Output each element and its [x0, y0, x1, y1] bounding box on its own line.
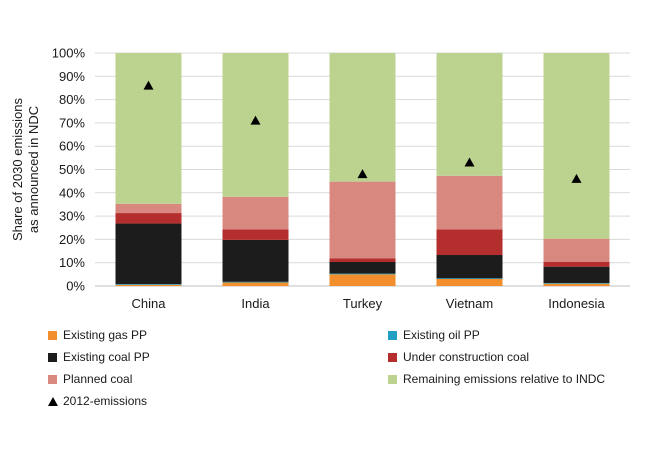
legend-item: Existing gas PP: [48, 328, 147, 342]
y-tick-labels: 0% 10% 20% 30% 40% 50% 60% 70% 80% 90% 100%: [52, 46, 86, 294]
y-tick-label: 10%: [59, 255, 85, 270]
legend-label: Existing gas PP: [63, 328, 148, 342]
bar-segment: [543, 262, 610, 267]
bar-segment: [115, 213, 182, 224]
legend-label: Under construction coal: [403, 350, 530, 364]
legend-swatch: [48, 374, 57, 384]
legend-item: Remaining emissions relative to INDC: [388, 372, 605, 386]
y-tick-label: 0%: [66, 279, 85, 294]
legend-swatch: [388, 374, 397, 384]
y-tick-label: 70%: [59, 115, 85, 130]
bar-segment: [543, 53, 610, 239]
x-tick-label: Vietnam: [446, 296, 493, 311]
y-tick-label: 100%: [52, 46, 86, 61]
emission-marker: [143, 80, 154, 90]
legend-item: Existing oil PP: [388, 328, 480, 342]
y-tick-label: 90%: [59, 69, 85, 84]
legend-item: 2012-emissions: [48, 394, 147, 408]
triangle-icon: [48, 396, 58, 406]
y-tick-label: 20%: [59, 232, 85, 247]
bar-segment: [222, 281, 289, 283]
bar-segment: [436, 278, 503, 280]
bar-segment: [222, 196, 289, 230]
bar-segment: [329, 274, 396, 286]
y-tick-label: 40%: [59, 185, 85, 200]
bar-segment: [115, 284, 182, 285]
legend-label: Remaining emissions relative to INDC: [403, 372, 606, 386]
bar-segment: [222, 229, 289, 240]
emission-marker: [571, 173, 582, 183]
emission-markers: [143, 80, 582, 183]
bar-segment: [436, 53, 503, 176]
emission-marker: [464, 157, 475, 167]
bar-segment: [436, 175, 503, 230]
x-tick-labels: China India Turkey Vietnam Indonesia: [132, 296, 606, 311]
x-tick-label: India: [241, 296, 270, 311]
bar-segment: [543, 266, 610, 283]
bar-segment: [222, 239, 289, 282]
legend-swatch: [388, 330, 397, 340]
bar-segment: [543, 283, 610, 286]
bar-segment: [115, 203, 182, 214]
legend-label: 2012-emissions: [63, 394, 148, 408]
legend-label: Existing oil PP: [403, 328, 480, 342]
legend-item: Planned coal: [48, 372, 132, 386]
bar-segment: [436, 279, 503, 286]
y-axis-label: Share of 2030 emissionsas announced in N…: [10, 97, 41, 241]
emission-marker: [357, 169, 368, 179]
legend-swatch: [48, 352, 57, 362]
bars: [115, 53, 610, 286]
bar-segment: [329, 262, 396, 274]
bar-segment: [115, 284, 182, 286]
legend-swatch: [48, 330, 57, 340]
legend-label: Planned coal: [63, 372, 133, 386]
bar-segment: [115, 223, 182, 285]
y-tick-label: 30%: [59, 209, 85, 224]
bar-segment: [329, 53, 396, 182]
bar-segment: [543, 282, 610, 284]
y-tick-label: 80%: [59, 92, 85, 107]
bar-segment: [329, 258, 396, 263]
legend-label: Existing coal PP: [63, 350, 150, 364]
bar-segment: [329, 273, 396, 275]
y-tick-label: 50%: [59, 162, 85, 177]
emission-marker: [250, 115, 261, 125]
legend-item: Under construction coal: [388, 350, 529, 364]
legend-swatch: [388, 352, 397, 362]
legend-item: Existing coal PP: [48, 350, 150, 364]
x-tick-label: Indonesia: [548, 296, 605, 311]
legend: Existing gas PP Existing oil PP Existing c…: [0, 318, 650, 418]
y-tick-label: 60%: [59, 139, 85, 154]
x-tick-label: China: [132, 296, 167, 311]
bar-segment: [222, 53, 289, 197]
x-tick-label: Turkey: [343, 296, 383, 311]
bar-segment: [222, 282, 289, 286]
chart-canvas: 0% 10% 20% 30% 40% 50% 60% 70% 80% 90% 100% China I…: [10, 46, 630, 311]
bar-segment: [436, 255, 503, 279]
bar-segment: [115, 53, 182, 204]
bar-segment: [436, 229, 503, 256]
bar-segment: [329, 181, 396, 259]
bar-segment: [543, 238, 610, 263]
